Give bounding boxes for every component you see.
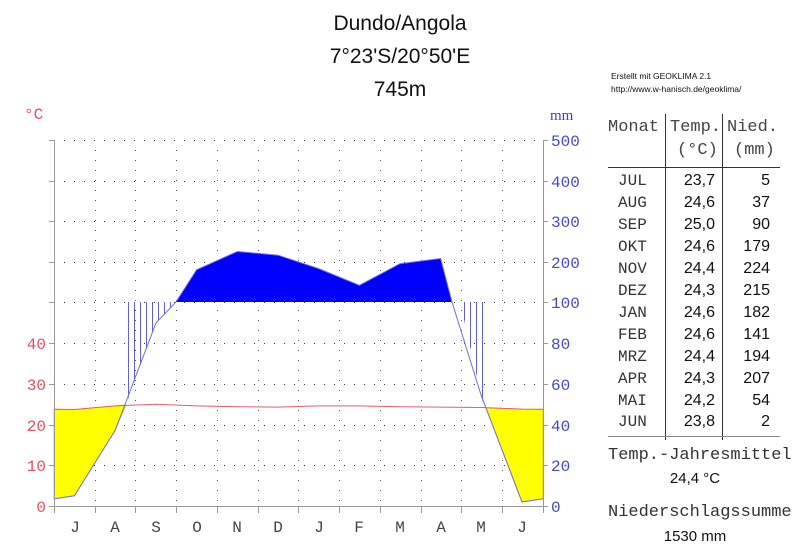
month-label: J: [314, 519, 324, 537]
precip-tick-20: 20: [551, 458, 570, 476]
arid-area-left: [53, 404, 127, 500]
header-temp: Temp.: [670, 118, 722, 137]
annual-mean-temp-label: Temp.-Jahresmittel: [608, 446, 792, 465]
table-rule: [608, 436, 780, 437]
header-precip-unit: (mm): [734, 141, 775, 160]
header-temp-unit: (°C): [677, 141, 718, 160]
header-month: Monat: [608, 118, 660, 137]
precipitation-line: [53, 250, 544, 503]
station-name: Dundo/Angola: [333, 12, 467, 35]
month-label: F: [354, 519, 364, 537]
station-elevation: 745m: [373, 78, 427, 101]
month-label: O: [192, 519, 202, 537]
precipitation-axis-labels: 0 20 40 60 80 100 200 300 400 500: [551, 133, 580, 517]
perhumid-area: [176, 251, 452, 302]
station-coordinates: 7°23'S/20°50'E: [329, 45, 471, 68]
month-label: M: [476, 519, 486, 537]
month-label: J: [517, 519, 527, 537]
precipitation-unit-label: mm: [550, 108, 574, 124]
month-label: M: [395, 519, 405, 537]
annual-precip-value: 1530 mm: [663, 528, 727, 545]
annual-precip-label: Niederschlagssumme: [608, 503, 792, 522]
precip-tick-60: 60: [551, 377, 570, 395]
precip-tick-100: 100: [551, 295, 580, 313]
month-label: S: [151, 519, 161, 537]
table-divider: [665, 114, 666, 440]
temp-tick-40: 40: [27, 336, 46, 354]
temp-tick-0: 0: [36, 499, 46, 517]
precip-tick-300: 300: [551, 214, 580, 232]
annual-mean-temp-value: 24,4 °C: [669, 470, 721, 487]
temp-tick-30: 30: [27, 377, 46, 395]
precip-tick-400: 400: [551, 174, 580, 192]
precip-tick-40: 40: [551, 418, 570, 436]
month-label: A: [436, 519, 446, 537]
month-label: N: [232, 519, 242, 537]
credit-line-1: Erstellt mit GEOKLIMA 2.1: [611, 71, 712, 81]
month-label: J: [70, 519, 80, 537]
credit-url: http://www.w-hanisch.de/geoklima/: [611, 84, 742, 94]
header-precip: Nied.: [727, 118, 779, 137]
climate-diagram: 0 10 20 30 40 0 20 40 60 80 100 200 300 …: [27, 133, 580, 537]
humid-hatch: [128, 302, 483, 410]
table-rule: [608, 167, 780, 168]
month-axis-labels: J A S O N D J F M A M J: [70, 519, 527, 537]
precip-tick-500: 500: [551, 133, 580, 151]
temperature-axis-labels: 0 10 20 30 40: [27, 336, 46, 517]
month-label: D: [273, 519, 283, 537]
table-divider: [722, 114, 723, 440]
temp-tick-20: 20: [27, 418, 46, 436]
temperature-unit-label: °C: [24, 106, 44, 124]
precip-tick-80: 80: [551, 336, 570, 354]
precip-tick-200: 200: [551, 255, 580, 273]
month-label: A: [110, 519, 120, 537]
precip-tick-0: 0: [551, 499, 561, 517]
temp-tick-10: 10: [27, 458, 46, 476]
arid-area-right: [481, 395, 544, 503]
axes: [49, 140, 548, 513]
temperature-line: [53, 403, 544, 411]
grid: [64, 140, 540, 505]
